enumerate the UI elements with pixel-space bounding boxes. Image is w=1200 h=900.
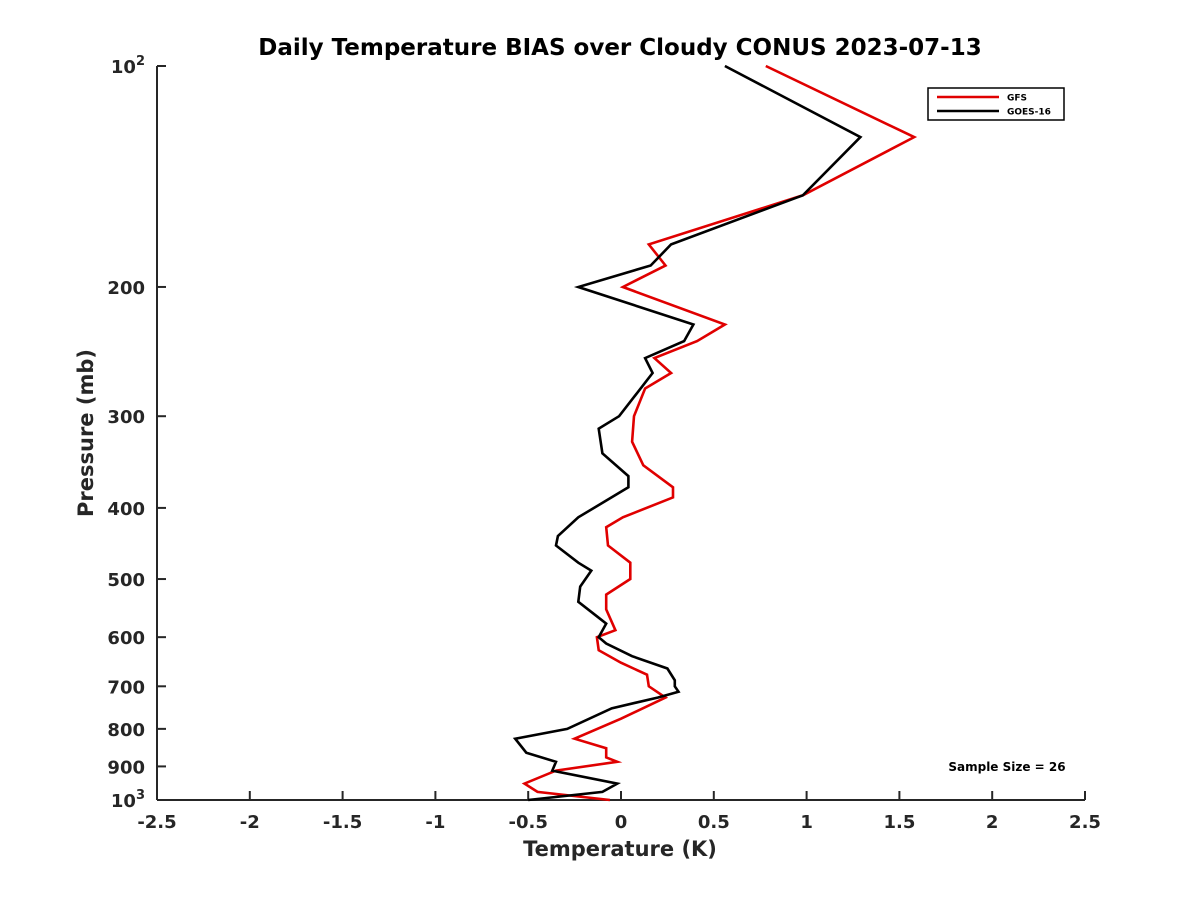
x-tick-label: -0.5 bbox=[509, 812, 548, 833]
x-tick-label: -2.5 bbox=[137, 812, 176, 833]
x-tick-label: -1 bbox=[425, 812, 445, 833]
x-tick-label: 0.5 bbox=[698, 812, 730, 833]
y-tick-label: 800 bbox=[107, 720, 145, 741]
y-tick-label: 700 bbox=[107, 677, 145, 698]
y-tick-label: 900 bbox=[107, 757, 145, 778]
sample-size-annotation: Sample Size = 26 bbox=[948, 760, 1065, 774]
y-tick-label: 102 bbox=[111, 54, 145, 78]
x-tick-label: 2.5 bbox=[1069, 812, 1101, 833]
x-tick-label: 1 bbox=[800, 812, 813, 833]
x-axis-label: Temperature (K) bbox=[523, 837, 717, 861]
y-tick-label: 200 bbox=[107, 278, 145, 299]
axes: -2.5 -2 -1.5 -1 -0.5 0 0.5 1 1.5 2 2.5 102 200 300 400… bbox=[107, 54, 1101, 833]
x-tick-label: 0 bbox=[615, 812, 628, 833]
x-tick-label: -2 bbox=[240, 812, 260, 833]
series-line-gfs bbox=[521, 64, 918, 802]
x-tick-label: -1.5 bbox=[323, 812, 362, 833]
y-tick-label: 500 bbox=[107, 570, 145, 591]
x-tick-label: 2 bbox=[986, 812, 999, 833]
legend: GFS GOES-16 bbox=[927, 87, 1065, 121]
chart-title: Daily Temperature BIAS over Cloudy CONUS… bbox=[258, 35, 981, 61]
y-tick-label: 400 bbox=[107, 499, 145, 520]
y-axis-label: Pressure (mb) bbox=[74, 349, 98, 517]
x-tick-label: 1.5 bbox=[883, 812, 915, 833]
legend-box bbox=[927, 87, 1065, 121]
series-group bbox=[512, 64, 918, 802]
series-line-goes-16 bbox=[512, 64, 863, 802]
legend-label: GFS bbox=[1007, 94, 1027, 104]
legend-label: GOES-16 bbox=[1007, 108, 1051, 118]
y-tick-label: 300 bbox=[107, 407, 145, 428]
y-tick-label: 103 bbox=[111, 788, 145, 812]
y-tick-label: 600 bbox=[107, 628, 145, 649]
